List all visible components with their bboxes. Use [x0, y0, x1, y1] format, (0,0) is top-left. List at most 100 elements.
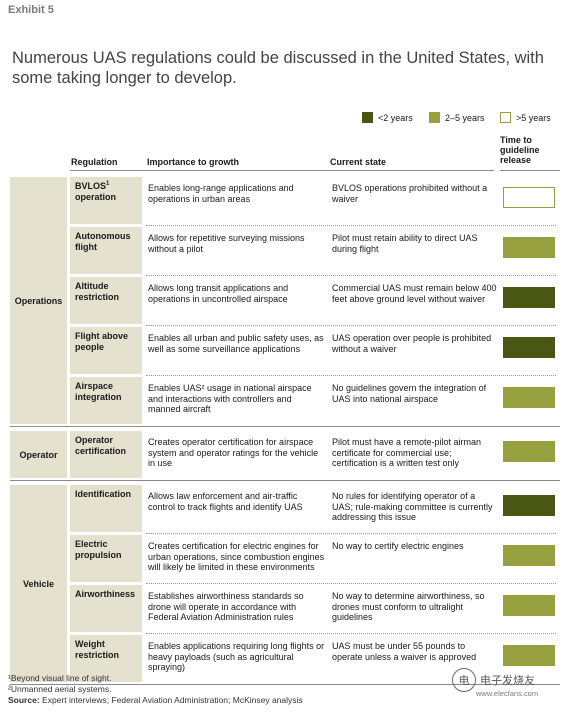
regulation-label: Weight restriction — [75, 639, 140, 661]
current-state-cell: Pilot must have a remote-pilot airman ce… — [332, 437, 482, 468]
legend-swatch — [429, 112, 440, 123]
group-label-cell: Vehicle — [10, 485, 67, 682]
row-divider — [146, 325, 556, 326]
header-time: Time to guideline release — [500, 135, 540, 165]
importance-cell: Enables applications requiring long flig… — [148, 641, 325, 672]
legend-item: <2 years — [362, 112, 413, 123]
exhibit-label: Exhibit 5 — [8, 4, 54, 16]
regulation-label: Identification — [75, 489, 140, 500]
regulation-label: Flight above people — [75, 331, 140, 353]
group-label-cell: Operator — [10, 431, 67, 478]
row-divider — [146, 633, 556, 634]
regulation-name: Weight restriction — [75, 639, 120, 660]
group-divider — [10, 480, 560, 481]
importance-cell: Establishes airworthiness standards so d… — [148, 591, 304, 622]
regulation-name: Airworthiness — [75, 589, 136, 599]
legend-swatch — [362, 112, 373, 123]
footnote-marker: 1 — [106, 181, 110, 187]
regulation-cell: Autonomous flight — [70, 227, 142, 274]
regulation-label: BVLOS1 operation — [75, 181, 140, 203]
current-state-cell: UAS operation over people is prohibited … — [332, 333, 492, 354]
footnote-1: ¹Beyond visual line of sight. — [8, 673, 112, 683]
importance-cell: Creates certification for electric engin… — [148, 541, 325, 572]
row-divider — [146, 533, 556, 534]
current-state-cell: No rules for identifying operator of a U… — [332, 491, 493, 522]
time-indicator — [503, 387, 555, 408]
importance-cell: Enables all urban and public safety uses… — [148, 333, 324, 354]
legend-label: 2–5 years — [445, 112, 485, 123]
regulation-name: Electric propulsion — [75, 539, 122, 560]
footnote-2: ²Unmanned aerial systems. — [8, 684, 112, 694]
regulation-cell: Flight above people — [70, 327, 142, 374]
regulation-name: Identification — [75, 489, 131, 499]
group-label: Operations — [14, 295, 63, 306]
header-importance: Importance to growth — [147, 157, 239, 167]
regulation-cell: Altitude restriction — [70, 277, 142, 324]
regulation-cell: Operator certification — [70, 431, 142, 478]
watermark-text: 电子发烧友 — [480, 675, 535, 687]
time-indicator — [503, 495, 555, 516]
source-text: Expert interviews; Federal Aviation Admi… — [42, 695, 303, 705]
row-divider — [146, 275, 556, 276]
legend-item: 2–5 years — [429, 112, 485, 123]
time-indicator — [503, 441, 555, 462]
regulation-label: Altitude restriction — [75, 281, 140, 303]
current-state-cell: No guidelines govern the integration of … — [332, 383, 487, 404]
importance-cell: Allows law enforcement and air-traffic c… — [148, 491, 303, 512]
row-divider — [146, 375, 556, 376]
watermark-url: www.elecfans.com — [476, 689, 539, 698]
time-indicator — [503, 545, 555, 566]
regulation-cell: Identification — [70, 485, 142, 532]
regulation-label: Airworthiness — [75, 589, 140, 600]
regulation-label: Electric propulsion — [75, 539, 140, 561]
regulation-name-cont: operation — [75, 192, 117, 202]
regulation-cell: Airworthiness — [70, 585, 142, 632]
current-state-cell: No way to determine airworthiness, so dr… — [332, 591, 485, 622]
legend-label: <2 years — [378, 112, 413, 123]
current-state-cell: No way to certify electric engines — [332, 541, 464, 551]
page-title: Numerous UAS regulations could be discus… — [12, 49, 544, 87]
regulation-label: Operator certification — [75, 435, 140, 457]
legend-swatch — [500, 112, 511, 123]
watermark-logo: 电 — [452, 668, 476, 692]
time-indicator — [503, 337, 555, 358]
regulation-cell: BVLOS1 operation — [70, 177, 142, 224]
legend-item: >5 years — [500, 112, 551, 123]
current-state-cell: BVLOS operations prohibited without a wa… — [332, 183, 488, 204]
watermark: 电 电子发烧友 — [452, 668, 535, 692]
regulation-name: Flight above people — [75, 331, 129, 352]
header-rule-left — [70, 170, 494, 171]
row-divider — [146, 583, 556, 584]
legend-label: >5 years — [516, 112, 551, 123]
regulation-cell: Airspace integration — [70, 377, 142, 424]
regulation-name: Operator certification — [75, 435, 127, 456]
group-divider — [10, 426, 560, 427]
regulation-label: Autonomous flight — [75, 231, 140, 253]
importance-cell: Allows for repetitive surveying missions… — [148, 233, 305, 254]
importance-cell: Enables long-range applications and oper… — [148, 183, 294, 204]
regulation-label: Airspace integration — [75, 381, 140, 403]
regulation-name: BVLOS — [75, 181, 107, 191]
time-indicator — [503, 595, 555, 616]
time-indicator — [503, 187, 555, 208]
importance-cell: Allows long transit applications and ope… — [148, 283, 289, 304]
legend: <2 years 2–5 years >5 years — [0, 112, 574, 126]
source-label: Source: — [8, 695, 40, 705]
row-divider — [146, 225, 556, 226]
group-label: Operator — [19, 449, 58, 460]
time-indicator — [503, 237, 555, 258]
time-indicator — [503, 645, 555, 666]
header-regulation: Regulation — [71, 157, 118, 167]
current-state-cell: UAS must be under 55 pounds to operate u… — [332, 641, 477, 662]
group-label-cell: Operations — [10, 177, 67, 424]
importance-cell: Creates operator certification for airsp… — [148, 437, 319, 468]
regulation-cell: Electric propulsion — [70, 535, 142, 582]
regulation-name: Altitude restriction — [75, 281, 120, 302]
current-state-cell: Commercial UAS must remain below 400 fee… — [332, 283, 497, 304]
time-indicator — [503, 287, 555, 308]
group-divider — [10, 684, 560, 685]
source-line: Source: Expert interviews; Federal Aviat… — [8, 695, 303, 705]
regulation-cell: Weight restriction — [70, 635, 142, 682]
importance-cell: Enables UAS² usage in national airspace … — [148, 383, 312, 414]
current-state-cell: Pilot must retain ability to direct UAS … — [332, 233, 478, 254]
